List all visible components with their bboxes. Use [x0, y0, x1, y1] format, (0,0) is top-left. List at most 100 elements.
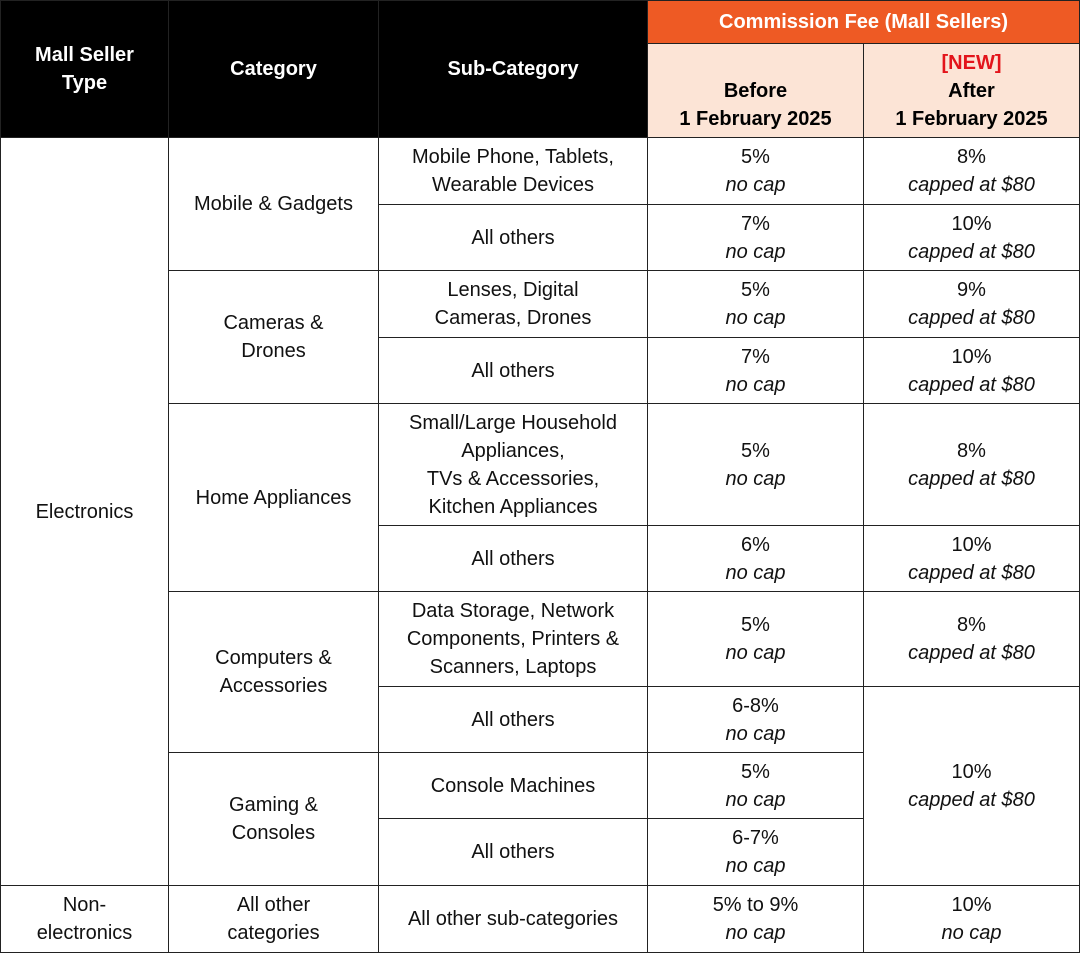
cell-text: 8% — [957, 614, 986, 636]
cell-text: no cap — [725, 561, 786, 584]
cell-text: capped at $80 — [908, 174, 1035, 196]
cell-text: no cap — [725, 722, 786, 745]
table-row: All others 6-7% no cap — [1, 818, 1080, 886]
cell-text: Appliances, — [461, 439, 565, 462]
table-cell: All others — [378, 686, 648, 753]
cell-text: Drones — [241, 340, 306, 362]
cell-text: TVs & Accessories, — [426, 467, 600, 490]
table-cell: All others — [378, 204, 648, 271]
cell-text: 1 February 2025 — [895, 107, 1048, 130]
table-cell: Electronics — [0, 137, 169, 886]
cell-text: Sub-Category — [447, 58, 579, 80]
table-cell: 10% capped at $80 — [862, 204, 1080, 271]
table-row: All others 7% no cap 10% capped at $80 — [1, 204, 1080, 271]
cell-text: no cap — [725, 174, 786, 196]
header-cell: Mall Seller Type — [0, 0, 169, 138]
cell-text: 7% — [741, 212, 770, 235]
cell-text: Wearable Devices — [432, 174, 594, 196]
table-row: Home Appliances Small/Large Household Appl… — [1, 403, 1080, 592]
table-cell: Computers & Accessories — [168, 591, 379, 753]
cell-text: capped at $80 — [908, 307, 1035, 329]
cell-text: 8% — [957, 146, 986, 168]
cell-text: [NEW] — [941, 51, 1002, 74]
cell-text: no cap — [725, 240, 786, 263]
table-cell: Console Machines — [378, 752, 648, 819]
table-cell: 6% no cap — [647, 525, 864, 592]
table-cell: 10% capped at $80 — [862, 337, 1080, 404]
header-cell: Sub-Category — [378, 0, 648, 138]
table-row: Non-electronics All other categories All ot… — [0, 885, 1080, 953]
cell-text: Gaming & — [229, 794, 318, 816]
cell-text: All other sub-categories — [407, 908, 619, 930]
table-cell: 6-7% no cap — [647, 818, 864, 886]
table-cell: 5% to 9% no cap — [647, 885, 864, 953]
table-row: All others 7% no cap 10% capped at $80 — [1, 337, 1080, 404]
table-cell: Non-electronics — [0, 885, 169, 953]
cell-text: 5% to 9% — [712, 894, 799, 916]
cell-text: 10% — [951, 212, 992, 235]
cell-text: All others — [471, 841, 555, 863]
table-cell: Small/Large Household Appliances, TVs & Ac… — [378, 403, 648, 526]
table-cell: 10% capped at $80 — [862, 686, 1080, 886]
cell-text: no cap — [725, 373, 786, 396]
cell-text: 6-7% — [732, 827, 779, 849]
cell-text: 5% — [741, 279, 770, 301]
table-cell: 7% no cap — [647, 337, 864, 404]
cell-text: Consoles — [231, 822, 316, 844]
cell-text: capped at $80 — [908, 642, 1035, 664]
table-row: All others 6% no cap 10% capped at $80 — [1, 525, 1080, 592]
cell-text: capped at $80 — [908, 789, 1035, 811]
cell-text: Category — [230, 58, 317, 80]
cell-text: categories — [227, 922, 320, 944]
cell-text: All others — [471, 359, 555, 382]
table-row: Computers & Accessories Data Storage, Netw… — [1, 591, 1080, 753]
cell-text: Cameras, Drones — [434, 307, 592, 329]
cell-text: capped at $80 — [908, 373, 1035, 396]
cell-text: 6-8% — [732, 694, 779, 717]
cell-text: 10% — [951, 345, 992, 368]
cell-text: 5% — [741, 146, 770, 168]
cell-text: Components, Printers & — [406, 628, 620, 650]
table-row: Electronics Mobile & Gadgets Mobile Phone,… — [0, 137, 1080, 886]
cell-text: 6% — [741, 533, 770, 556]
cell-text: Mobile & Gadgets — [194, 193, 353, 215]
cell-text: no cap — [725, 788, 786, 811]
table-cell: All others — [378, 818, 648, 886]
table-cell: 10% no cap — [862, 885, 1080, 953]
table-cell: 5% no cap — [647, 137, 864, 205]
cell-text: Before — [723, 79, 788, 102]
table-cell: 7% no cap — [647, 204, 864, 271]
cell-text: 7% — [741, 345, 770, 368]
cell-text: 1 February 2025 — [679, 107, 832, 130]
table-body: Electronics Mobile & Gadgets Mobile Phone,… — [0, 137, 1080, 953]
cell-text: Data Storage, Network — [411, 600, 615, 622]
table-cell: Data Storage, Network Components, Printer… — [378, 591, 648, 687]
cell-text: no cap — [725, 855, 786, 877]
table-cell: 10% capped at $80 — [862, 525, 1080, 592]
cell-text: Non- — [62, 894, 107, 916]
cell-text: Lenses, Digital — [447, 279, 579, 301]
table-cell: 8% capped at $80 — [862, 591, 1080, 687]
cell-text: 5% — [741, 439, 770, 462]
header-cell: [NEW] After 1 February 2025 — [862, 43, 1080, 138]
table-row: Mall Seller Type Category Sub-Category Co… — [0, 0, 1080, 138]
table-cell: 5% no cap — [647, 270, 864, 338]
cell-text: Home Appliances — [195, 486, 352, 509]
table-body: Mall Seller Type Category Sub-Category Co… — [0, 0, 1080, 138]
cell-text: electronics — [36, 922, 133, 944]
table-cell: All others — [378, 525, 648, 592]
table-row: Before 1 February 2025 [NEW] After 1 Februa… — [1, 43, 1080, 138]
table-cell: 6-8% no cap — [647, 686, 864, 753]
cell-text: no cap — [725, 642, 786, 664]
cell-text: Mall Seller — [35, 44, 134, 66]
cell-text: All others — [471, 226, 555, 249]
table-cell: Cameras & Drones — [168, 270, 379, 404]
cell-text: Small/Large Household — [409, 411, 617, 434]
table-row: All others 6-8% no cap 10% capped at $80 — [1, 686, 1080, 886]
table-cell: 9% capped at $80 — [862, 270, 1080, 338]
cell-text: 10% — [951, 761, 992, 783]
table-cell: 8% capped at $80 — [862, 403, 1080, 526]
table-cell: 5% no cap — [647, 403, 864, 526]
header-cell: Before 1 February 2025 — [647, 43, 864, 138]
